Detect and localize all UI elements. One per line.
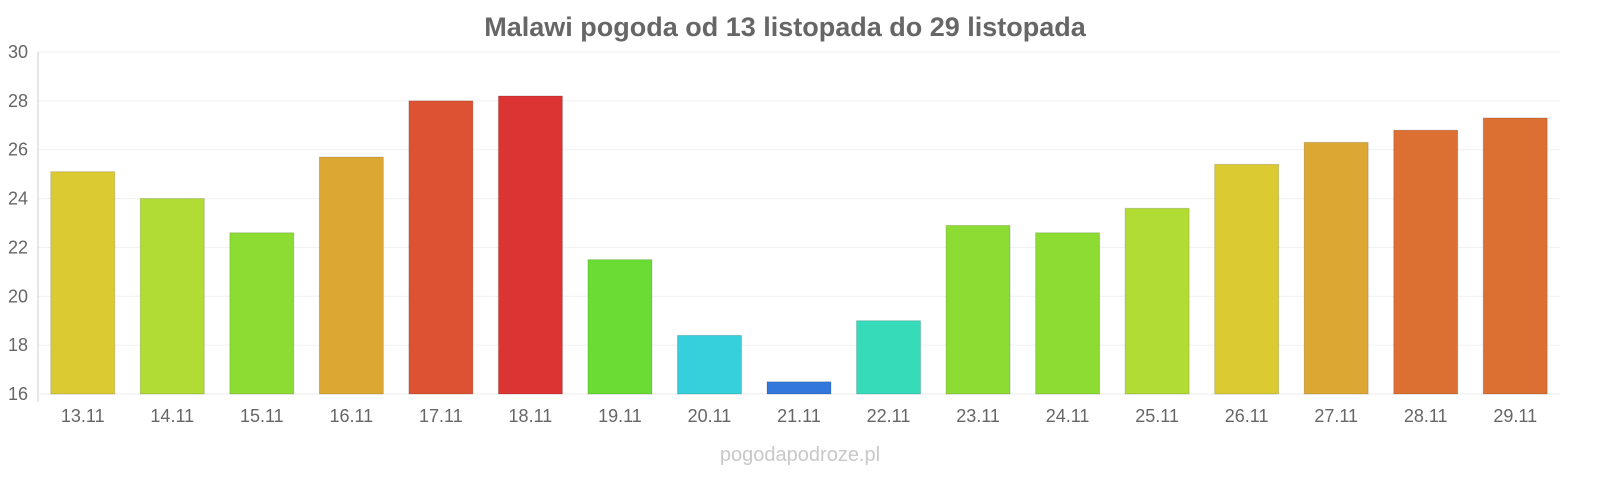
- bar-17.11: [408, 100, 474, 395]
- x-tick-label: 20.11: [688, 406, 732, 426]
- x-tick-label: 22.11: [867, 406, 911, 426]
- bar-14.11: [139, 198, 205, 395]
- bar-25.11: [1124, 207, 1190, 395]
- chart-title: Malawi pogoda od 13 listopada do 29 list…: [484, 12, 1087, 42]
- x-tick-label: 26.11: [1225, 406, 1269, 426]
- bar-20.11: [676, 334, 742, 395]
- bar-26.11: [1214, 163, 1280, 395]
- watermark: pogodapodroze.pl: [720, 444, 880, 466]
- bar-21.11: [766, 381, 832, 395]
- bar-23.11: [945, 224, 1011, 395]
- x-tick-label: 21.11: [777, 406, 821, 426]
- bar-29.11: [1482, 117, 1548, 395]
- x-tick-label: 14.11: [150, 406, 194, 426]
- bar-13.11: [50, 171, 116, 395]
- bar-24.11: [1035, 232, 1101, 395]
- y-tick-label: 30: [8, 42, 28, 62]
- x-tick-label: 29.11: [1493, 406, 1537, 426]
- x-tick-label: 19.11: [598, 406, 642, 426]
- y-tick-label: 18: [8, 335, 28, 355]
- y-tick-label: 16: [8, 384, 28, 404]
- y-tick-label: 28: [8, 91, 28, 111]
- x-tick-label: 16.11: [329, 406, 373, 426]
- x-tick-label: 18.11: [509, 406, 553, 426]
- bar-15.11: [229, 232, 295, 395]
- bar-27.11: [1303, 141, 1369, 395]
- bar-28.11: [1393, 129, 1459, 395]
- x-tick-label: 27.11: [1314, 406, 1358, 426]
- y-tick-label: 24: [8, 189, 28, 209]
- x-tick-label: 13.11: [61, 406, 105, 426]
- y-tick-label: 22: [8, 237, 28, 257]
- x-tick-label: 25.11: [1135, 406, 1179, 426]
- x-tick-label: 24.11: [1046, 406, 1090, 426]
- y-tick-label: 20: [8, 286, 28, 306]
- x-tick-label: 17.11: [419, 406, 463, 426]
- x-tick-label: 15.11: [240, 406, 284, 426]
- bar-19.11: [587, 259, 653, 395]
- bar-22.11: [856, 320, 922, 395]
- x-tick-label: 28.11: [1404, 406, 1448, 426]
- y-tick-label: 26: [8, 140, 28, 160]
- x-tick-label: 23.11: [956, 406, 1000, 426]
- bar-16.11: [318, 156, 384, 395]
- bar-18.11: [497, 95, 563, 395]
